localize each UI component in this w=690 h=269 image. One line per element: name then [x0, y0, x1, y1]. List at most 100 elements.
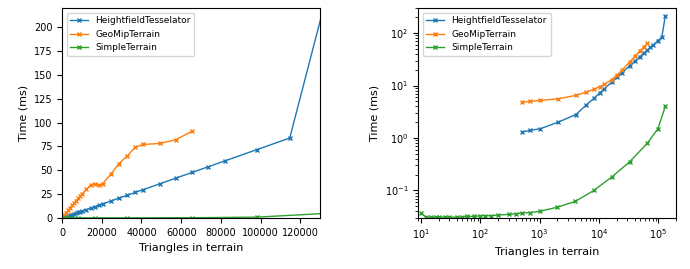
GeoMipTerrain — [131, 146, 139, 149]
X-axis label: Triangles in terrain: Triangles in terrain — [139, 243, 244, 253]
SimpleTerrain — [90, 216, 99, 220]
HeightfieldTesselator — [204, 165, 213, 168]
GeoMipTerrain — [123, 154, 131, 158]
SimpleTerrain — [62, 216, 70, 220]
HeightfieldTesselator — [595, 91, 604, 95]
GeoMipTerrain — [536, 99, 544, 102]
HeightfieldTesselator — [536, 127, 544, 130]
SimpleTerrain — [571, 200, 580, 203]
HeightfieldTesselator — [640, 51, 648, 55]
SimpleTerrain — [318, 212, 326, 215]
HeightfieldTesselator — [613, 75, 622, 78]
GeoMipTerrain — [172, 138, 180, 141]
GeoMipTerrain — [75, 197, 83, 200]
GeoMipTerrain — [188, 129, 197, 133]
GeoMipTerrain — [77, 194, 85, 197]
GeoMipTerrain — [59, 215, 67, 218]
HeightfieldTesselator — [631, 59, 640, 62]
HeightfieldTesselator — [155, 182, 164, 185]
HeightfieldTesselator — [582, 103, 591, 107]
GeoMipTerrain — [526, 100, 535, 103]
GeoMipTerrain — [115, 162, 123, 165]
GeoMipTerrain — [70, 201, 79, 205]
GeoMipTerrain — [82, 188, 90, 191]
SimpleTerrain — [427, 215, 435, 219]
GeoMipTerrain — [582, 90, 591, 94]
HeightfieldTesselator — [625, 64, 633, 68]
GeoMipTerrain — [554, 97, 562, 100]
GeoMipTerrain — [86, 183, 95, 187]
HeightfieldTesselator — [64, 214, 72, 218]
HeightfieldTesselator — [554, 121, 562, 124]
SimpleTerrain — [643, 141, 651, 145]
SimpleTerrain — [471, 215, 479, 218]
SimpleTerrain — [476, 214, 484, 217]
HeightfieldTesselator — [77, 210, 85, 213]
SimpleTerrain — [123, 216, 131, 220]
GeoMipTerrain — [78, 192, 86, 195]
HeightfieldTesselator — [72, 211, 81, 215]
SimpleTerrain — [60, 216, 68, 220]
SimpleTerrain — [432, 215, 440, 219]
GeoMipTerrain — [95, 184, 103, 187]
HeightfieldTesselator — [90, 205, 99, 208]
HeightfieldTesselator — [68, 213, 77, 216]
HeightfieldTesselator — [107, 199, 115, 203]
Y-axis label: Time (ms): Time (ms) — [369, 85, 379, 141]
SimpleTerrain — [445, 215, 453, 219]
SimpleTerrain — [486, 214, 495, 217]
Line: GeoMipTerrain: GeoMipTerrain — [61, 129, 195, 219]
GeoMipTerrain — [625, 61, 633, 64]
HeightfieldTesselator — [643, 48, 651, 52]
GeoMipTerrain — [72, 199, 81, 202]
SimpleTerrain — [553, 206, 562, 209]
GeoMipTerrain — [572, 94, 580, 97]
HeightfieldTesselator — [318, 11, 326, 15]
HeightfieldTesselator — [82, 208, 90, 211]
GeoMipTerrain — [600, 83, 609, 86]
HeightfieldTesselator — [131, 191, 139, 194]
Line: HeightfieldTesselator: HeightfieldTesselator — [520, 13, 668, 134]
SimpleTerrain — [590, 189, 598, 192]
HeightfieldTesselator — [253, 148, 262, 151]
HeightfieldTesselator — [649, 43, 658, 47]
GeoMipTerrain — [618, 68, 627, 71]
GeoMipTerrain — [155, 142, 164, 145]
Legend: HeightfieldTesselator, GeoMipTerrain, SimpleTerrain: HeightfieldTesselator, GeoMipTerrain, Si… — [423, 13, 551, 56]
SimpleTerrain — [504, 213, 513, 216]
HeightfieldTesselator — [59, 216, 67, 219]
SimpleTerrain — [66, 216, 75, 220]
Y-axis label: Time (ms): Time (ms) — [18, 85, 28, 141]
GeoMipTerrain — [595, 85, 604, 88]
GeoMipTerrain — [636, 49, 644, 52]
HeightfieldTesselator — [590, 97, 598, 100]
SimpleTerrain — [625, 160, 633, 164]
SimpleTerrain — [512, 212, 520, 215]
GeoMipTerrain — [608, 78, 616, 81]
GeoMipTerrain — [99, 182, 107, 185]
SimpleTerrain — [435, 215, 443, 219]
GeoMipTerrain — [139, 143, 148, 146]
HeightfieldTesselator — [518, 130, 526, 134]
HeightfieldTesselator — [66, 214, 75, 217]
HeightfieldTesselator — [221, 159, 229, 162]
GeoMipTerrain — [90, 182, 99, 185]
HeightfieldTesselator — [661, 14, 669, 17]
SimpleTerrain — [440, 215, 449, 219]
HeightfieldTesselator — [70, 212, 79, 215]
HeightfieldTesselator — [62, 215, 70, 218]
SimpleTerrain — [494, 213, 502, 217]
GeoMipTerrain — [66, 206, 75, 210]
SimpleTerrain — [661, 105, 669, 108]
HeightfieldTesselator — [123, 194, 131, 197]
SimpleTerrain — [458, 215, 466, 219]
HeightfieldTesselator — [526, 129, 535, 132]
Line: HeightfieldTesselator: HeightfieldTesselator — [61, 10, 325, 220]
HeightfieldTesselator — [75, 211, 83, 214]
HeightfieldTesselator — [636, 55, 644, 58]
SimpleTerrain — [453, 215, 461, 219]
HeightfieldTesselator — [572, 113, 580, 116]
SimpleTerrain — [59, 216, 67, 220]
SimpleTerrain — [481, 214, 489, 217]
SimpleTerrain — [253, 215, 262, 219]
